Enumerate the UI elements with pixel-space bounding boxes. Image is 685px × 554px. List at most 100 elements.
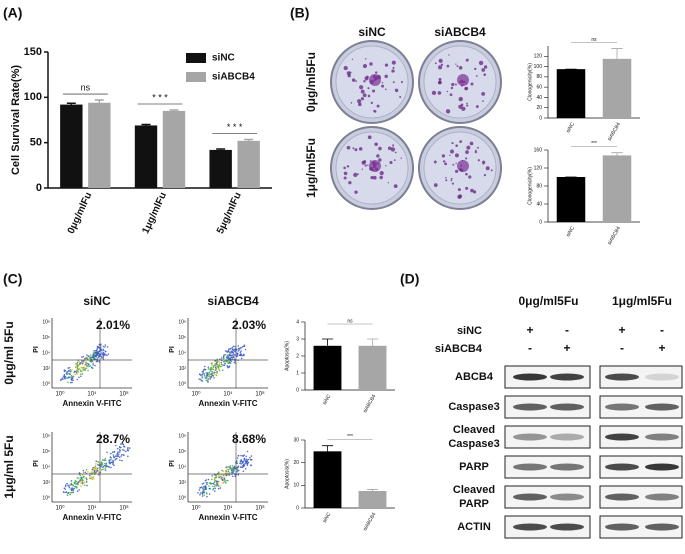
event [82, 355, 85, 358]
event [227, 350, 230, 353]
colony [363, 160, 367, 164]
y-axis-label: PI [169, 460, 176, 467]
event [103, 464, 106, 467]
event [212, 483, 215, 485]
event [201, 491, 204, 494]
event [67, 492, 70, 494]
event [62, 376, 65, 378]
x-tick-label: 0μg/mlFu [66, 191, 95, 236]
event [81, 479, 84, 481]
event [202, 372, 205, 374]
event [249, 456, 251, 459]
event [231, 358, 234, 360]
event [207, 366, 210, 368]
event [233, 361, 236, 364]
event [66, 494, 69, 497]
colony [452, 163, 455, 166]
event [203, 488, 206, 491]
colony-cluster [457, 160, 469, 172]
blot-box [599, 395, 683, 419]
y-tick-label: 10⁰ [42, 495, 50, 501]
event [231, 465, 234, 467]
event [93, 467, 96, 470]
event [205, 488, 207, 490]
colony [465, 157, 468, 160]
band [550, 403, 584, 411]
event [203, 485, 205, 488]
bar [162, 110, 186, 188]
event [226, 466, 228, 469]
event [66, 482, 68, 485]
event [87, 362, 89, 365]
colony [445, 176, 447, 179]
event [231, 475, 234, 478]
event [244, 458, 246, 460]
event [218, 476, 220, 479]
event [105, 353, 107, 356]
event [215, 474, 217, 477]
event [65, 372, 68, 375]
event [236, 470, 238, 473]
event [242, 455, 244, 457]
event [208, 487, 211, 490]
y-tick-label: 120 [534, 165, 543, 171]
colony [391, 60, 396, 65]
x-tick-label: 10⁸ [119, 505, 129, 512]
event [232, 468, 235, 471]
band [605, 373, 639, 381]
event [250, 455, 253, 457]
event [233, 470, 235, 472]
event [104, 346, 106, 348]
event [222, 364, 224, 366]
bar [358, 345, 387, 390]
event [110, 466, 112, 469]
panel-label: (D) [400, 271, 419, 287]
y-tick-label: 10⁴ [42, 350, 50, 356]
event [71, 491, 73, 494]
colony [343, 166, 346, 170]
colony-cluster [369, 74, 381, 86]
y-tick-label: 80 [536, 183, 542, 189]
event [237, 465, 240, 468]
event [220, 357, 223, 359]
y-tick-label: 10² [179, 480, 187, 486]
colony [348, 181, 352, 185]
colony [369, 62, 373, 66]
band [645, 433, 679, 441]
band [513, 373, 547, 381]
event [76, 371, 78, 373]
event [96, 354, 99, 356]
error-bar [66, 102, 76, 105]
event [215, 364, 218, 367]
event [83, 363, 86, 366]
colony [343, 66, 348, 71]
event [79, 474, 81, 477]
event [227, 362, 230, 365]
event [224, 482, 227, 484]
colony [374, 142, 378, 147]
colony [365, 58, 367, 60]
colony [459, 140, 463, 144]
sign: + [526, 323, 533, 337]
colony [370, 101, 374, 105]
event [92, 469, 95, 471]
event [110, 461, 113, 464]
event [231, 348, 234, 350]
event [74, 482, 76, 485]
event [82, 361, 85, 364]
event [201, 495, 204, 497]
event [63, 491, 65, 494]
x-tick-label: 10⁸ [255, 391, 265, 398]
colony [451, 182, 454, 185]
event [83, 475, 85, 478]
event [104, 466, 107, 468]
event [101, 350, 103, 352]
colony [450, 177, 453, 180]
colony [355, 80, 357, 83]
event [115, 457, 117, 460]
event [240, 350, 242, 352]
colony [448, 54, 450, 56]
event [226, 360, 229, 362]
colony [384, 74, 388, 79]
event [215, 484, 217, 487]
